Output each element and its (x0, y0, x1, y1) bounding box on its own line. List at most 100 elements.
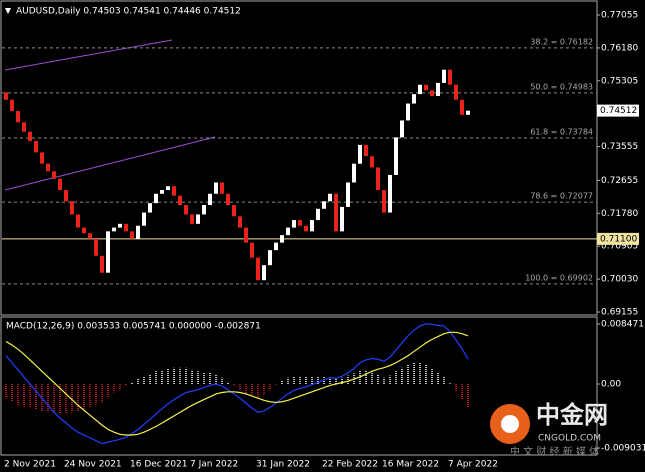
candle-body (172, 186, 176, 196)
candle-body (370, 156, 374, 168)
candle-body (382, 190, 386, 213)
candle-body (376, 167, 380, 191)
candle-body (262, 265, 266, 281)
candle-body (100, 255, 104, 273)
candle-body (388, 174, 392, 213)
candle-body (454, 84, 458, 100)
candle-body (406, 103, 410, 121)
candle-body (292, 220, 296, 228)
candle-body (250, 242, 254, 258)
candle-body (280, 235, 284, 243)
candle-body (304, 225, 308, 232)
y-tick-label: 0.70905 (601, 242, 638, 252)
candle-body (4, 92, 8, 100)
candle-body (352, 163, 356, 183)
candle-body (256, 257, 260, 281)
candle-body (466, 110, 470, 115)
candle-body (310, 220, 314, 232)
signal-line (5, 331, 469, 436)
y-tick-label: 0.72655 (601, 176, 638, 186)
candle-body (436, 82, 440, 97)
x-tick-label: 31 Jan 2022 (256, 460, 310, 470)
candle-body (118, 223, 122, 228)
candle-body (52, 171, 56, 179)
candle-body (364, 144, 368, 157)
candle-body (274, 242, 278, 251)
candle-body (208, 193, 212, 206)
candle-body (202, 205, 206, 215)
x-tick-label: 7 Apr 2022 (448, 460, 498, 470)
candle-body (460, 99, 464, 115)
x-tick-label: 2 Nov 2021 (4, 460, 56, 470)
candle-body (190, 214, 194, 224)
x-tick-label: 7 Jan 2022 (190, 460, 238, 470)
candle-body (166, 186, 170, 191)
candle-body (340, 206, 344, 232)
candle-body (412, 94, 416, 104)
candle-body (316, 208, 320, 221)
candle-body (142, 212, 146, 226)
candle-body (34, 141, 38, 153)
candle-body (418, 84, 422, 95)
candle-body (322, 201, 326, 209)
candle-body (184, 205, 188, 215)
candle-body (10, 99, 14, 112)
candle-body (106, 231, 110, 273)
candle-body (214, 182, 218, 194)
x-tick-label: 24 Nov 2021 (64, 460, 122, 470)
price-title: AUDUSD,Daily 0.74503 0.74541 0.74446 0.7… (16, 7, 241, 17)
price-panel (0, 0, 598, 316)
candle-body (430, 90, 434, 97)
macd-panel (0, 316, 598, 456)
candle-body (16, 111, 20, 123)
candle-body (238, 216, 242, 228)
candle-body (178, 195, 182, 206)
y-tick-label: 0.75305 (601, 76, 638, 86)
y-tick-label: 0.73555 (601, 142, 638, 152)
candle-body (448, 69, 452, 85)
candle-body (112, 227, 116, 232)
logo-center (501, 415, 519, 433)
y-tick-label: 0.76180 (601, 43, 638, 53)
candle-body (154, 193, 158, 204)
watermark: 中金网 CNGOLD.COM 中 文 财 经 新 媒 体 (490, 401, 608, 458)
candle-body (394, 137, 398, 175)
candle-body (268, 250, 272, 266)
candle-body (160, 190, 164, 194)
candle-body (94, 238, 98, 256)
candle-body (220, 182, 224, 194)
candle-body (130, 231, 134, 239)
candle-body (124, 223, 128, 232)
y-tick-label: 0.77055 (601, 11, 638, 21)
candle-body (58, 178, 62, 191)
candle-body (298, 220, 302, 226)
price-box (597, 232, 639, 245)
fib-label: 78.6 = 0.72077 (530, 192, 593, 201)
y-tick-label: -0.009031 (601, 443, 645, 453)
trend-line (4, 39, 173, 71)
candle-body (334, 193, 338, 232)
candle-body (226, 193, 230, 206)
candle-body (346, 182, 350, 207)
fib-label: 38.2 = 0.76182 (530, 37, 593, 46)
fib-label: 61.8 = 0.73784 (530, 127, 593, 136)
candle-body (286, 227, 290, 236)
candle-body (358, 144, 362, 164)
candle-body (70, 201, 74, 215)
x-tick-label: 16 Dec 2021 (130, 460, 188, 470)
candle-body (148, 203, 152, 213)
trend-line (4, 136, 216, 191)
candle-body (40, 152, 44, 164)
candle-body (46, 163, 50, 172)
macd-title: MACD(12,26,9) 0.003533 0.005741 0.000000… (6, 322, 261, 332)
x-tick-label: 16 Mar 2022 (382, 460, 439, 470)
candle-body (196, 214, 200, 224)
candle-body (64, 190, 68, 202)
price-box-label: 0.71100 (600, 234, 637, 244)
fib-label: 50.0 = 0.74983 (530, 82, 593, 91)
candle-body (22, 122, 26, 132)
watermark-slogan: 中 文 财 经 新 媒 体 (510, 445, 599, 458)
macd-line (5, 323, 469, 445)
y-tick-label: 0.008471 (601, 320, 644, 330)
